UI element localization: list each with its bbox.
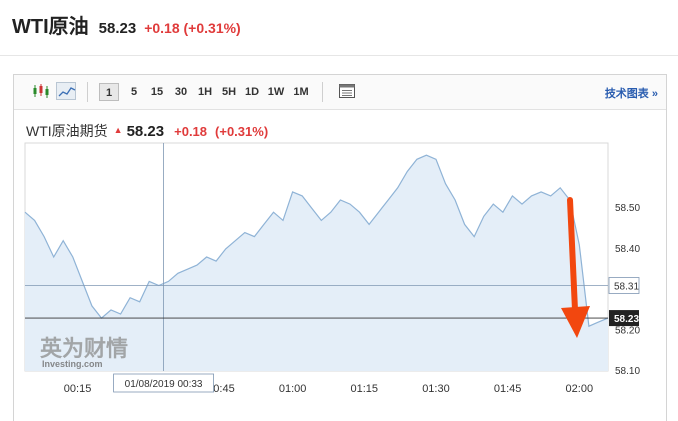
series-area	[25, 155, 608, 371]
y-tick-label: 58.40	[615, 244, 640, 255]
up-arrow-icon: ▲	[113, 125, 123, 135]
interval-5[interactable]: 5	[130, 86, 138, 98]
chart-toolbar: 1 5 15 30 1H 5H 1D 1W 1M 技术图表 »	[14, 75, 666, 110]
interval-5h[interactable]: 5H	[221, 86, 237, 98]
x-tick-label: 01:15	[351, 383, 379, 395]
toolbar-separator	[87, 82, 88, 102]
crosshair-price-box	[608, 277, 640, 294]
interval-30[interactable]: 30	[174, 86, 188, 98]
header-divider	[0, 55, 678, 56]
crosshair-date-box	[113, 373, 214, 393]
last-price: 58.23	[98, 20, 137, 37]
interval-1m[interactable]: 1M	[293, 86, 309, 98]
x-tick-label: 00:45	[207, 383, 235, 395]
interval-1w[interactable]: 1W	[267, 86, 285, 98]
y-tick-label: 58.50	[615, 203, 640, 214]
series-line	[24, 154, 609, 328]
x-tick-label: 01:45	[494, 383, 522, 395]
watermark-cn: 英为财情	[40, 336, 128, 361]
watermark: 英为财情 Investing.com	[40, 336, 128, 369]
chart-labels: 58.31 58.23 01/08/2019 00:33	[113, 277, 640, 393]
chart-last-price: 58.23	[126, 123, 165, 140]
current-price-box	[609, 310, 639, 327]
current-price-label: 58.23	[614, 314, 639, 325]
arrow-shaft	[567, 197, 578, 313]
y-tick-label: 58.10	[615, 366, 640, 377]
x-tick-label: 01:00	[279, 383, 307, 395]
interval-15[interactable]: 15	[150, 86, 164, 98]
chart-series	[24, 154, 609, 371]
interval-1d[interactable]: 1D	[244, 86, 260, 98]
instrument-header: WTI原油 58.23 +0.18 (+0.31%)	[12, 10, 241, 40]
technical-chart-link[interactable]: 技术图表 »	[604, 88, 658, 100]
watermark-en: Investing.com	[42, 359, 103, 369]
crosshair	[25, 143, 608, 371]
interval-1[interactable]: 1	[99, 83, 119, 101]
y-tick-label: 58.20	[615, 325, 640, 336]
candlestick-icon[interactable]	[31, 82, 51, 100]
chart-price-change-pct: (+0.31%)	[215, 124, 269, 139]
x-tick-label: 00:15	[64, 383, 92, 395]
x-axis: 00:15 00:45 01:00 01:15 01:30 01:45 02:00	[64, 383, 593, 395]
instrument-name: WTI原油	[12, 16, 89, 38]
line-chart-icon[interactable]	[56, 82, 76, 100]
chart-price-change: +0.18	[174, 124, 208, 139]
price-change: +0.18 (+0.31%)	[144, 20, 241, 36]
crosshair-price-label: 58.31	[614, 282, 639, 293]
crosshair-date-label: 01/08/2019 00:33	[125, 379, 203, 390]
y-axis: 58.50 58.40 58.20 58.10	[615, 203, 640, 377]
x-tick-label: 01:30	[422, 383, 450, 395]
toolbar-separator	[322, 82, 323, 102]
x-tick-label: 02:00	[566, 383, 594, 395]
chart-subheader: WTI原油期货 ▲ 58.23 +0.18 (+0.31%)	[26, 121, 268, 141]
chart-instrument-name: WTI原油期货	[26, 123, 108, 139]
arrow-head	[561, 306, 590, 338]
interval-1h[interactable]: 1H	[197, 86, 213, 98]
annotation-arrow	[561, 197, 590, 338]
table-icon[interactable]	[337, 82, 357, 100]
